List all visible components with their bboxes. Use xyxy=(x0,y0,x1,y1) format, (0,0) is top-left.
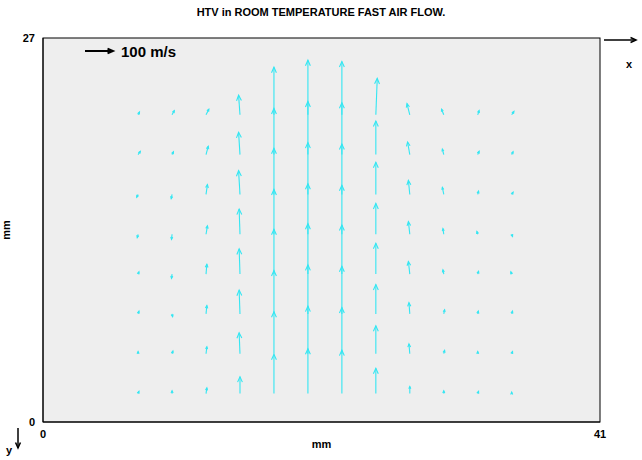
svg-text:27: 27 xyxy=(23,32,35,44)
svg-text:mm: mm xyxy=(0,220,12,240)
svg-text:0: 0 xyxy=(40,428,46,440)
svg-text:y: y xyxy=(6,444,13,456)
svg-text:HTV in ROOM TEMPERATURE FAST A: HTV in ROOM TEMPERATURE FAST AIR FLOW. xyxy=(197,6,446,18)
svg-text:x: x xyxy=(626,58,633,70)
svg-text:0: 0 xyxy=(29,416,35,428)
svg-text:100 m/s: 100 m/s xyxy=(121,43,176,60)
svg-text:41: 41 xyxy=(594,428,606,440)
svg-text:mm: mm xyxy=(312,438,332,450)
